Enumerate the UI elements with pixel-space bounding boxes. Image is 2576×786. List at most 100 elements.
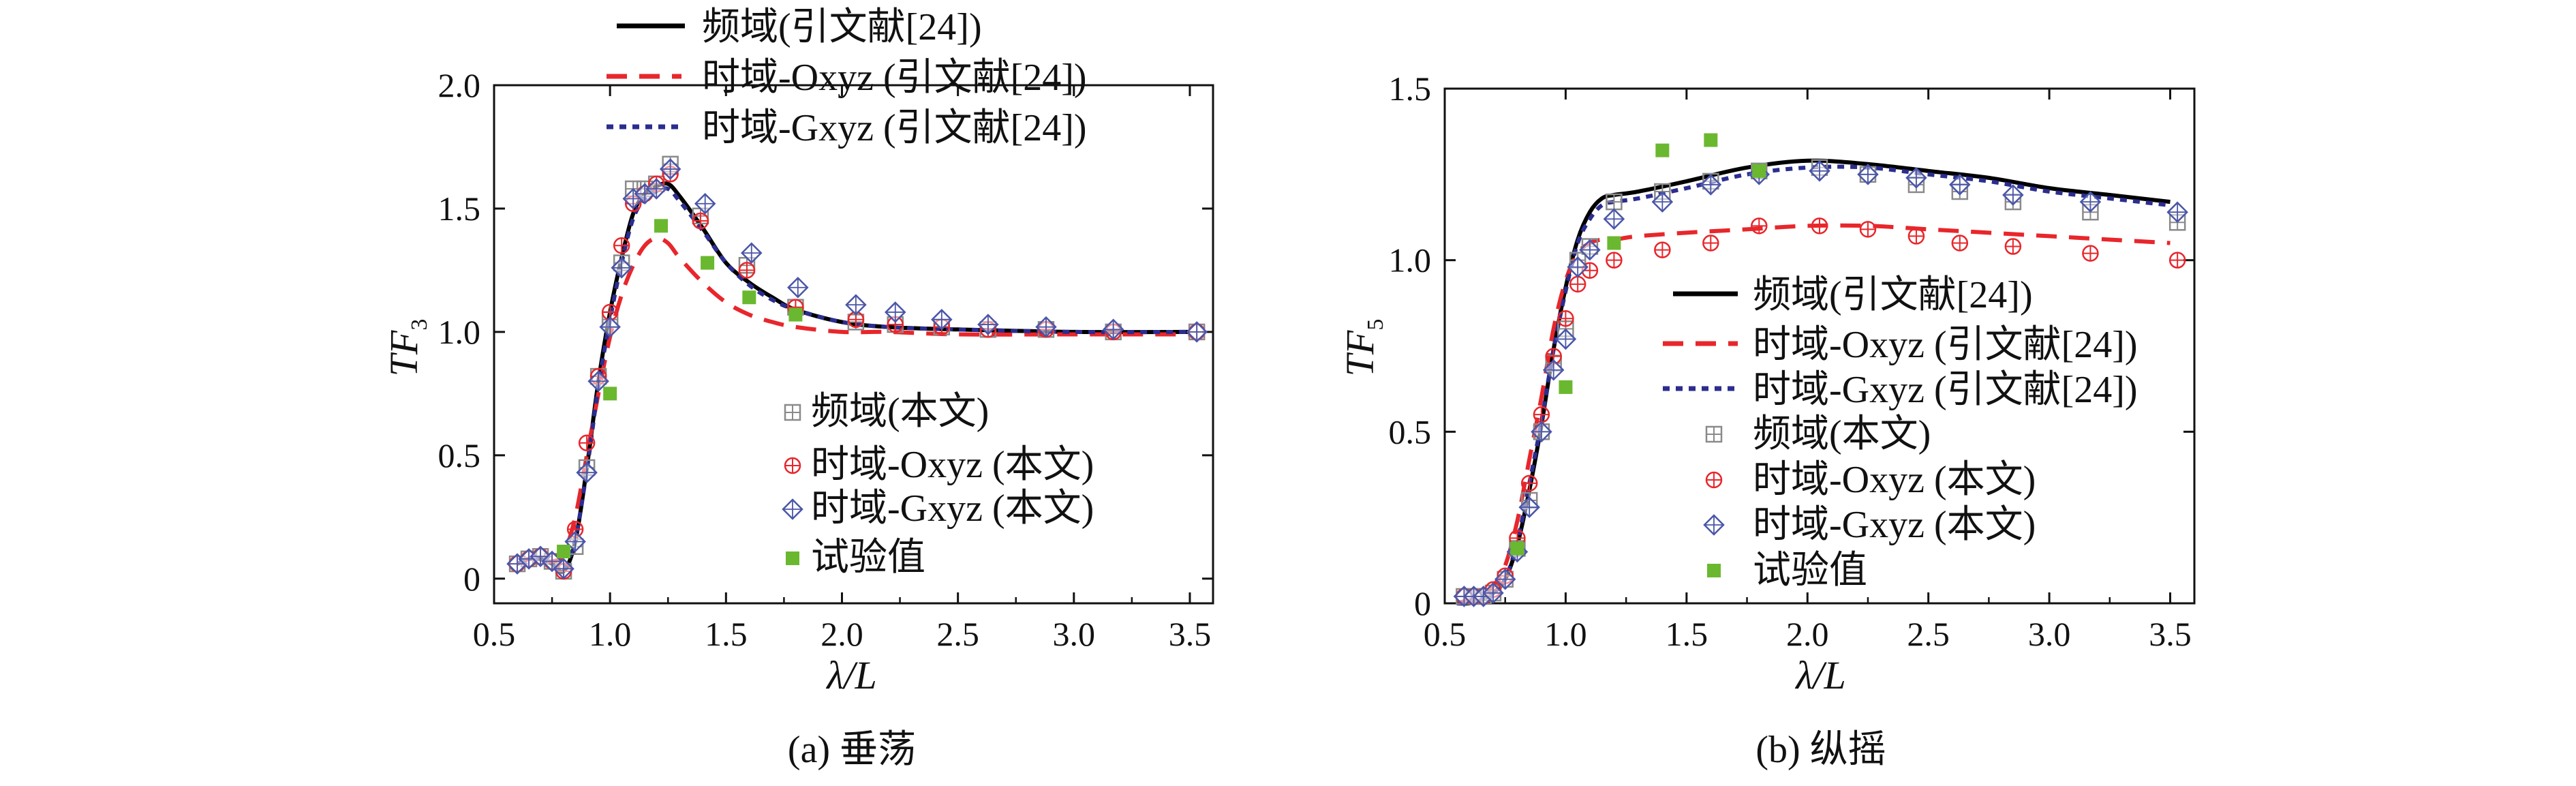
- data-point-b-4-12: [1606, 252, 1623, 269]
- data-point-b-4-6: [1520, 474, 1538, 492]
- data-point-a-6-2: [654, 219, 669, 233]
- legend-label-b-4: 时域-Oxyz (本文): [1753, 459, 2036, 501]
- y-tick-label: 0: [1414, 584, 1431, 622]
- x-tick-label: 2.5: [936, 615, 979, 653]
- legend-marker-a-6: [786, 551, 799, 565]
- data-point-a-5-12: [645, 178, 667, 200]
- panel-a-heave: 0.5 1.0 1.5 2.0 2.5 3.0 3.5 00.51.01.52.0 λ/L …: [382, 6, 1214, 771]
- legend-label-b-2: 时域-Gxyz (引文献[24]): [1753, 369, 2138, 411]
- data-point-b-5-21: [2079, 191, 2102, 213]
- data-point-b-6-0: [1510, 541, 1524, 556]
- data-point-b-5-3: [1482, 582, 1504, 604]
- data-point-b-4-20: [2004, 238, 2022, 255]
- legend-marker-a-5: [782, 498, 803, 520]
- x-tick-label: 1.0: [589, 615, 632, 653]
- legend-label-b-5: 时域-Gxyz (本文): [1753, 504, 2036, 546]
- data-point-b-5-12: [1603, 208, 1625, 230]
- svg-text:TF5: TF5: [1338, 319, 1388, 377]
- y-axis-label-a: TF3: [382, 319, 432, 377]
- data-point-a-4-6: [578, 434, 596, 452]
- data-point-b-4-16: [1811, 217, 1828, 235]
- data-point-a-5-14: [694, 192, 716, 215]
- legend-label-a-2: 时域-Gxyz (引文献[24]): [702, 107, 1087, 149]
- data-point-a-5-15: [740, 242, 763, 264]
- y-tick-label: 0.5: [438, 436, 481, 474]
- data-point-b-6-1: [1559, 380, 1573, 394]
- data-point-b-6-5: [1752, 164, 1766, 178]
- caption-b: (b) 纵摇: [1755, 729, 1886, 771]
- data-point-b-5-18: [1905, 167, 1927, 189]
- series-markers-a: [506, 155, 1208, 580]
- data-point-a-6-1: [603, 387, 617, 401]
- y-tick-labels-a: 0 0.5 1.0 1.5 2.0: [438, 66, 481, 598]
- data-point-b-4-13: [1654, 241, 1671, 258]
- legend-lines-a: 频域(引文献[24]) 时域-Oxyz (引文献[24]) 时域-Gxyz (引…: [607, 6, 1087, 149]
- y-axis-label-b-sub: 5: [1363, 319, 1388, 331]
- y-tick-labels-b: 0 0.5 1.0 1.5: [1389, 70, 1432, 622]
- axis-ticks-a: [493, 84, 1213, 603]
- data-point-b-4-7: [1533, 406, 1550, 423]
- data-point-b-5-14: [1700, 174, 1722, 196]
- y-tick-label: 2.0: [438, 66, 481, 104]
- data-point-b-6-4: [1704, 133, 1718, 147]
- data-point-b-5-22: [2166, 201, 2188, 223]
- plot-frame-b: [1443, 87, 2196, 605]
- data-point-b-5-16: [1809, 160, 1830, 182]
- data-point-a-5-16: [787, 276, 809, 299]
- legend-marker-a-4: [784, 457, 801, 474]
- data-point-a-5-18: [884, 301, 906, 323]
- svg-text:TF3: TF3: [382, 319, 432, 377]
- data-point-b-4-22: [2168, 252, 2186, 269]
- x-axis-label-a: λ/L: [825, 653, 877, 697]
- x-tick-label: 2.0: [1786, 615, 1829, 653]
- data-point-b-4-10: [1569, 275, 1586, 293]
- legend-b: 频域(引文献[24]) 时域-Oxyz (引文献[24]) 时域-Gxyz (引…: [1663, 274, 2138, 592]
- data-point-a-5-13: [659, 158, 681, 180]
- legend-label-a-5: 时域-Gxyz (本文): [811, 487, 1094, 530]
- data-point-b-5-10: [1567, 256, 1589, 278]
- data-point-a-6-3: [701, 256, 715, 270]
- series-markers-b: [1453, 133, 2188, 607]
- data-point-b-4-21: [2082, 245, 2099, 262]
- data-point-b-6-3: [1655, 143, 1670, 157]
- data-point-b-5-17: [1857, 164, 1879, 185]
- x-tick-label: 1.5: [705, 615, 748, 653]
- data-point-a-4-15: [738, 262, 756, 279]
- panel-b-pitch: 0.5 1.0 1.5 2.0 2.5 3.0 3.5 00.51.01.5 λ/L TF5…: [1338, 70, 2196, 771]
- data-point-a-5-21: [1035, 316, 1057, 338]
- x-tick-label: 0.5: [473, 615, 516, 653]
- legend-marker-b-4: [1705, 471, 1723, 489]
- y-axis-label-b: TF5: [1338, 319, 1388, 377]
- data-point-a-6-5: [788, 307, 803, 322]
- data-point-a-6-4: [742, 290, 756, 305]
- data-point-b-5-8: [1542, 359, 1565, 381]
- data-point-b-5-13: [1651, 191, 1674, 213]
- axis-ticks-b: [1443, 87, 2194, 605]
- data-point-b-5-9: [1554, 328, 1577, 350]
- series-line-b-1: [1456, 223, 2171, 605]
- data-point-a-6-0: [557, 545, 571, 558]
- plot-frame-a: [493, 84, 1214, 605]
- data-point-b-6-2: [1607, 236, 1621, 250]
- data-point-a-5-23: [1186, 321, 1208, 343]
- data-point-b-5-4: [1494, 568, 1516, 590]
- x-tick-label: 2.5: [1907, 615, 1950, 653]
- y-axis-label-b-main: TF: [1338, 330, 1382, 376]
- y-axis-label-a-sub: 3: [407, 319, 432, 331]
- data-point-a-4-14: [692, 212, 709, 230]
- y-axis-label-a-main: TF: [382, 330, 426, 376]
- data-point-b-5-6: [1518, 496, 1540, 518]
- data-point-a-5-7: [587, 370, 609, 393]
- y-tick-label: 1.5: [1389, 70, 1432, 108]
- caption-a: (a) 垂荡: [788, 729, 916, 771]
- x-tick-label: 3.5: [2149, 615, 2192, 653]
- x-tick-labels-b: 0.5 1.0 1.5 2.0 2.5 3.0 3.5: [1424, 615, 2192, 653]
- data-point-a-5-8: [599, 316, 621, 338]
- data-point-a-5-6: [576, 462, 598, 483]
- legend-label-a-6: 试验值: [811, 536, 925, 579]
- data-point-a-5-9: [611, 257, 632, 279]
- x-tick-label: 1.5: [1666, 615, 1708, 653]
- legend-marker-b-6: [1707, 564, 1721, 577]
- data-point-a-5-17: [845, 294, 867, 316]
- data-point-b-4-19: [1951, 235, 1969, 252]
